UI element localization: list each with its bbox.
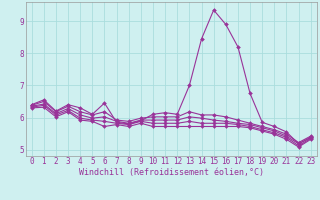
X-axis label: Windchill (Refroidissement éolien,°C): Windchill (Refroidissement éolien,°C) <box>79 168 264 177</box>
